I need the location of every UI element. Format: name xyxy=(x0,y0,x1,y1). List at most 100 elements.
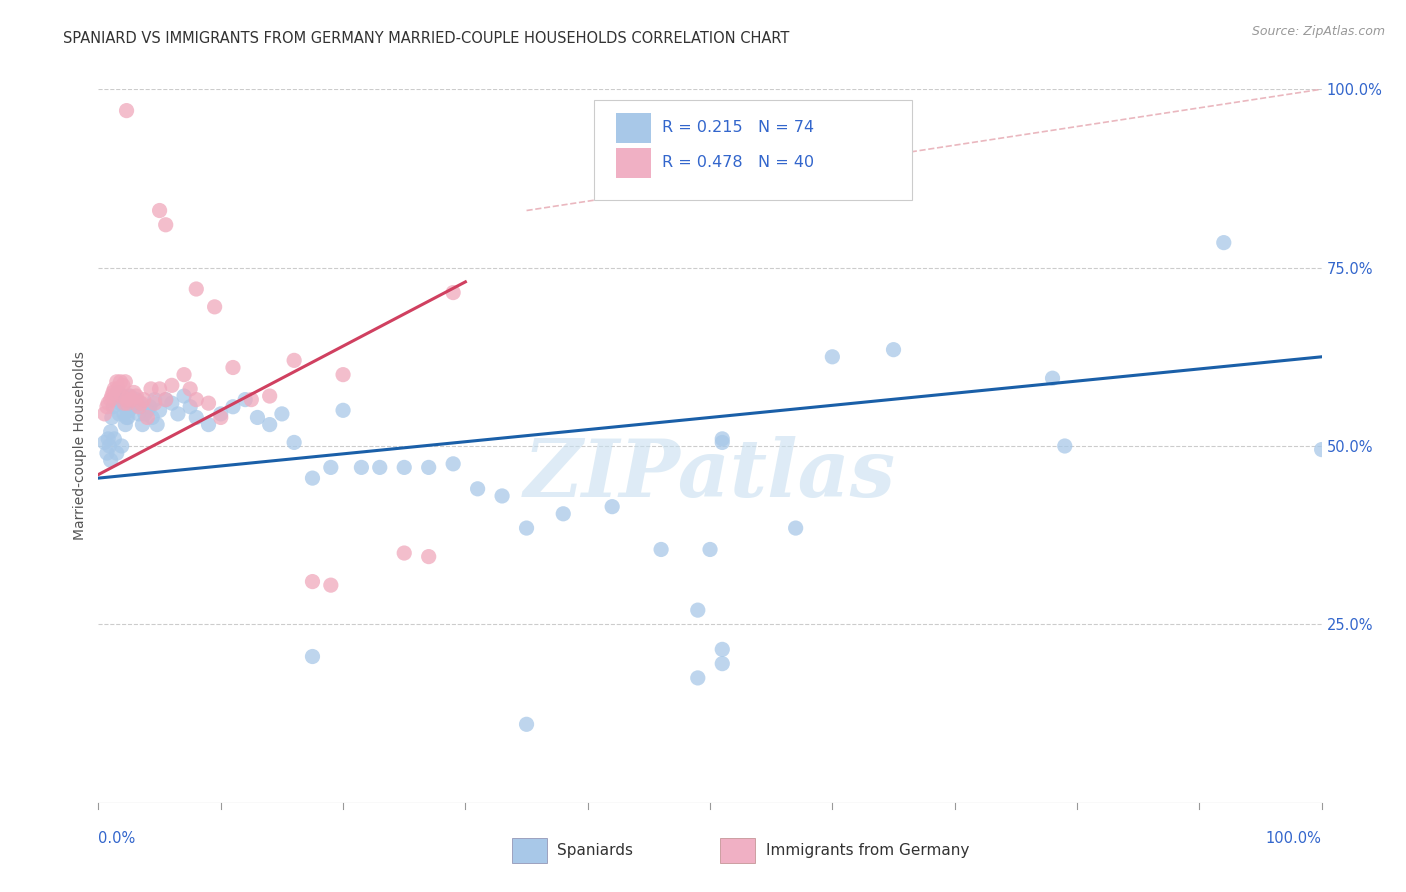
Point xyxy=(883,343,905,357)
Text: 0.0%: 0.0% xyxy=(98,831,135,847)
Point xyxy=(139,382,162,396)
Point xyxy=(134,407,156,421)
Point xyxy=(332,403,354,417)
Point xyxy=(368,460,391,475)
Point xyxy=(128,407,150,421)
Point xyxy=(105,392,128,407)
Point xyxy=(115,103,138,118)
Point xyxy=(186,282,208,296)
FancyBboxPatch shape xyxy=(593,100,912,200)
Point xyxy=(136,410,159,425)
Point xyxy=(115,410,138,425)
Text: Immigrants from Germany: Immigrants from Germany xyxy=(766,843,970,858)
Point xyxy=(149,403,172,417)
Point xyxy=(103,432,125,446)
Point xyxy=(132,392,155,407)
Point xyxy=(117,396,139,410)
Point xyxy=(143,396,166,410)
Point xyxy=(686,671,709,685)
Point xyxy=(600,500,623,514)
Text: Source: ZipAtlas.com: Source: ZipAtlas.com xyxy=(1251,25,1385,38)
Point xyxy=(155,392,177,407)
Point xyxy=(283,435,305,450)
Point xyxy=(101,389,124,403)
Point xyxy=(149,382,172,396)
Point xyxy=(259,389,281,403)
Point xyxy=(515,717,537,731)
Point xyxy=(120,389,142,403)
Point xyxy=(155,218,177,232)
Point xyxy=(441,457,464,471)
Point xyxy=(491,489,513,503)
Point xyxy=(118,403,141,417)
Point xyxy=(139,400,162,414)
Y-axis label: Married-couple Households: Married-couple Households xyxy=(73,351,87,541)
Point xyxy=(179,400,201,414)
Point xyxy=(100,453,122,467)
Point xyxy=(111,378,134,392)
Text: R = 0.478   N = 40: R = 0.478 N = 40 xyxy=(662,155,814,170)
Point xyxy=(115,392,138,407)
Point xyxy=(711,657,734,671)
Point xyxy=(350,460,373,475)
Point xyxy=(131,417,153,432)
Point xyxy=(160,378,183,392)
Point xyxy=(120,392,142,407)
Point xyxy=(98,439,121,453)
Point xyxy=(111,389,134,403)
Point xyxy=(128,400,150,414)
Point xyxy=(96,400,118,414)
Point xyxy=(301,471,323,485)
Point xyxy=(515,521,537,535)
Point xyxy=(111,389,134,403)
Point xyxy=(209,410,232,425)
Point xyxy=(114,375,136,389)
Point xyxy=(129,396,152,410)
Point xyxy=(112,396,135,410)
Point xyxy=(209,407,232,421)
Point xyxy=(107,382,129,396)
Point xyxy=(319,578,342,592)
Point xyxy=(121,400,143,414)
Point xyxy=(467,482,489,496)
Point xyxy=(117,410,139,425)
Point xyxy=(160,396,183,410)
Point xyxy=(173,368,195,382)
Point xyxy=(103,382,125,396)
Point xyxy=(111,439,134,453)
Point xyxy=(699,542,721,557)
Point xyxy=(112,407,135,421)
Point xyxy=(167,407,190,421)
Point xyxy=(301,649,323,664)
Point xyxy=(711,432,734,446)
FancyBboxPatch shape xyxy=(616,112,651,143)
Point xyxy=(141,410,163,425)
Point xyxy=(711,435,734,450)
Point xyxy=(222,400,245,414)
Point xyxy=(101,400,124,414)
Point xyxy=(553,507,575,521)
Point xyxy=(240,392,263,407)
Point xyxy=(821,350,844,364)
Point xyxy=(155,392,177,407)
Point xyxy=(332,368,354,382)
Text: R = 0.215   N = 74: R = 0.215 N = 74 xyxy=(662,120,814,135)
Point xyxy=(125,392,148,407)
Point xyxy=(270,407,294,421)
Point xyxy=(1212,235,1234,250)
Point xyxy=(96,446,118,460)
FancyBboxPatch shape xyxy=(616,148,651,178)
Point xyxy=(97,396,120,410)
Point xyxy=(105,375,128,389)
Point xyxy=(246,410,269,425)
Point xyxy=(114,400,136,414)
Point xyxy=(100,425,122,439)
Point xyxy=(204,300,226,314)
Point xyxy=(711,642,734,657)
Point xyxy=(108,407,131,421)
Text: ZIPatlas: ZIPatlas xyxy=(524,436,896,513)
Point xyxy=(136,403,159,417)
Text: 100.0%: 100.0% xyxy=(1265,831,1322,847)
Point xyxy=(418,460,440,475)
Point xyxy=(197,396,219,410)
